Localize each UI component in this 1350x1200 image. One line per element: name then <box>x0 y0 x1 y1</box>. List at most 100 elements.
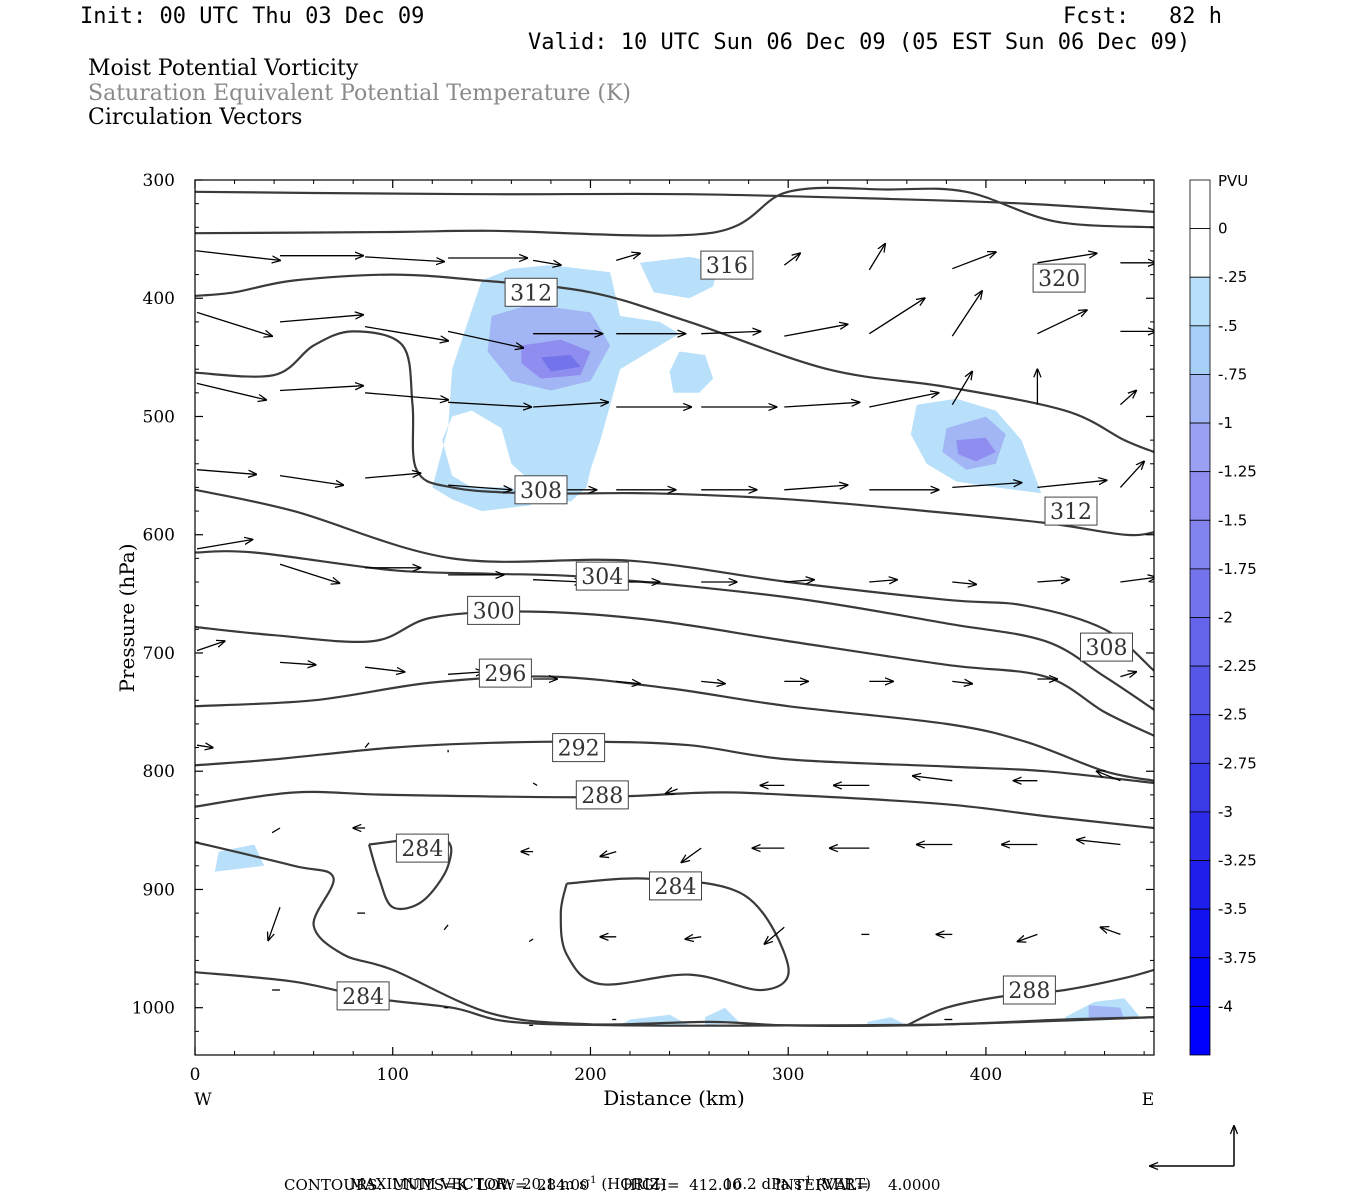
init-time: Init: 00 UTC Thu 03 Dec 09 <box>80 4 425 29</box>
pv-shade-region <box>639 256 719 299</box>
contour-label: 308 <box>1086 636 1128 661</box>
circulation-vector <box>448 401 531 407</box>
contour-label-box <box>1080 632 1133 662</box>
contour-label: 316 <box>706 254 748 279</box>
reference-vector-icon <box>1150 1126 1234 1166</box>
x-tick-label: 0 <box>190 1065 201 1085</box>
circulation-vector <box>279 563 339 583</box>
circulation-vector <box>784 402 859 408</box>
circulation-vector <box>271 827 281 834</box>
contour-label-box <box>1002 975 1056 1005</box>
circulation-vector <box>1037 480 1106 489</box>
circulation-vector <box>666 789 678 794</box>
circulation-vector <box>365 256 444 262</box>
contour-label-box <box>575 561 629 591</box>
contour-label: 296 <box>484 662 526 687</box>
colorbar-bin <box>1189 957 1211 1007</box>
colorbar-label: -2.75 <box>1218 754 1257 772</box>
colorbar-bin <box>1189 276 1211 327</box>
circulation-vector <box>701 331 760 333</box>
colorbar-bin <box>1189 811 1211 861</box>
circulation-vector <box>952 582 976 584</box>
circulation-vector <box>279 662 316 664</box>
field-title-vectors: Circulation Vectors <box>88 105 303 130</box>
circulation-vector <box>448 484 511 490</box>
theta-contour <box>195 190 1154 213</box>
vert-exponent: -1 <box>801 1175 812 1186</box>
circulation-vector <box>784 580 814 582</box>
circulation-vector <box>1119 461 1144 488</box>
circulation-vector <box>365 392 448 400</box>
colorbar-bin <box>1189 1005 1211 1056</box>
circulation-vector <box>868 298 924 335</box>
colorbar-title: PVU <box>1218 172 1248 190</box>
circulation-vector <box>1097 771 1121 782</box>
y-tick-label: 500 <box>143 407 175 427</box>
circulation-vector <box>279 474 343 486</box>
circulation-vector <box>913 776 953 782</box>
circulation-vector <box>784 324 847 337</box>
colorbar-label: -3.75 <box>1218 949 1257 967</box>
circulation-vector <box>279 315 363 323</box>
circulation-vector <box>528 938 534 943</box>
colorbar-label: -3.25 <box>1218 852 1257 870</box>
colorbar: PVU 0 -.25 -.5 -.75 -1 -1.25 -1.5 -1.75 -2 -2.25 -2… <box>1189 172 1257 1056</box>
circulation-vector <box>869 580 897 582</box>
max-vector-line: MAXIMUM VECTOR: 20.1 m s-1 (HORIZ) 16.2 … <box>340 1157 871 1193</box>
circulation-vector <box>868 244 885 271</box>
colorbar-label: -2.5 <box>1218 706 1247 724</box>
x-tick-label: 300 <box>772 1065 804 1085</box>
circulation-vector <box>1077 840 1121 846</box>
field-title-theta: Saturation Equivalent Potential Temperat… <box>88 81 631 106</box>
y-tick-label: 800 <box>143 762 175 782</box>
contour-label: 300 <box>473 599 515 624</box>
max-vector-label: MAXIMUM VECTOR: <box>349 1175 513 1193</box>
colorbar-bin <box>1189 325 1211 375</box>
circulation-vector <box>364 742 370 749</box>
circulation-vector <box>533 402 608 408</box>
colorbar-label: -.5 <box>1218 317 1238 335</box>
contour-label: 312 <box>510 281 552 306</box>
colorbar-label: -3.5 <box>1218 900 1247 918</box>
colorbar-label: -3 <box>1218 803 1233 821</box>
circulation-vector <box>196 311 272 336</box>
pv-shade-region <box>669 351 714 393</box>
circulation-vector <box>784 485 847 491</box>
circulation-vector <box>532 782 538 786</box>
y-tick-label: 700 <box>143 644 175 664</box>
contour-label: 284 <box>655 875 697 900</box>
circulation-vector <box>951 291 982 337</box>
circulation-vector <box>765 926 785 944</box>
x-tick-label: 400 <box>970 1065 1002 1085</box>
colorbar-bin <box>1189 422 1211 473</box>
circulation-vector <box>443 924 449 931</box>
circulation-vector <box>196 641 225 652</box>
colorbar-label: 0 <box>1218 220 1228 238</box>
horiz-exponent: -1 <box>586 1175 597 1186</box>
pv-shade-region <box>867 1017 907 1026</box>
west-label: W <box>194 1090 212 1110</box>
circulation-vector <box>279 386 363 392</box>
x-axis-title: Distance (km) <box>603 1086 745 1110</box>
theta-contour <box>195 550 1154 711</box>
contour-label: 320 <box>1038 267 1080 292</box>
contour-label-box <box>336 981 390 1011</box>
theta-contour <box>195 330 1154 537</box>
circulation-vector <box>447 330 523 348</box>
circulation-vector <box>616 681 640 683</box>
circulation-vector <box>1101 927 1121 936</box>
colorbar-bin <box>1189 762 1211 813</box>
colorbar-label: -1 <box>1218 414 1233 432</box>
circulation-vector <box>952 483 1021 489</box>
horiz-tag: (HORIZ) <box>601 1175 667 1193</box>
colorbar-label: -.25 <box>1218 268 1247 286</box>
circulation-vector <box>951 372 972 406</box>
pv-shade-region <box>956 437 996 462</box>
circulation-vector <box>681 847 702 862</box>
y-tick-label: 300 <box>143 171 175 191</box>
circulation-vector <box>532 260 561 265</box>
y-axis-title: Pressure (hPa) <box>115 544 139 693</box>
valid-time: Valid: 10 UTC Sun 06 Dec 09 (05 EST Sun … <box>528 30 1191 55</box>
x-tick-label: 100 <box>377 1065 409 1085</box>
